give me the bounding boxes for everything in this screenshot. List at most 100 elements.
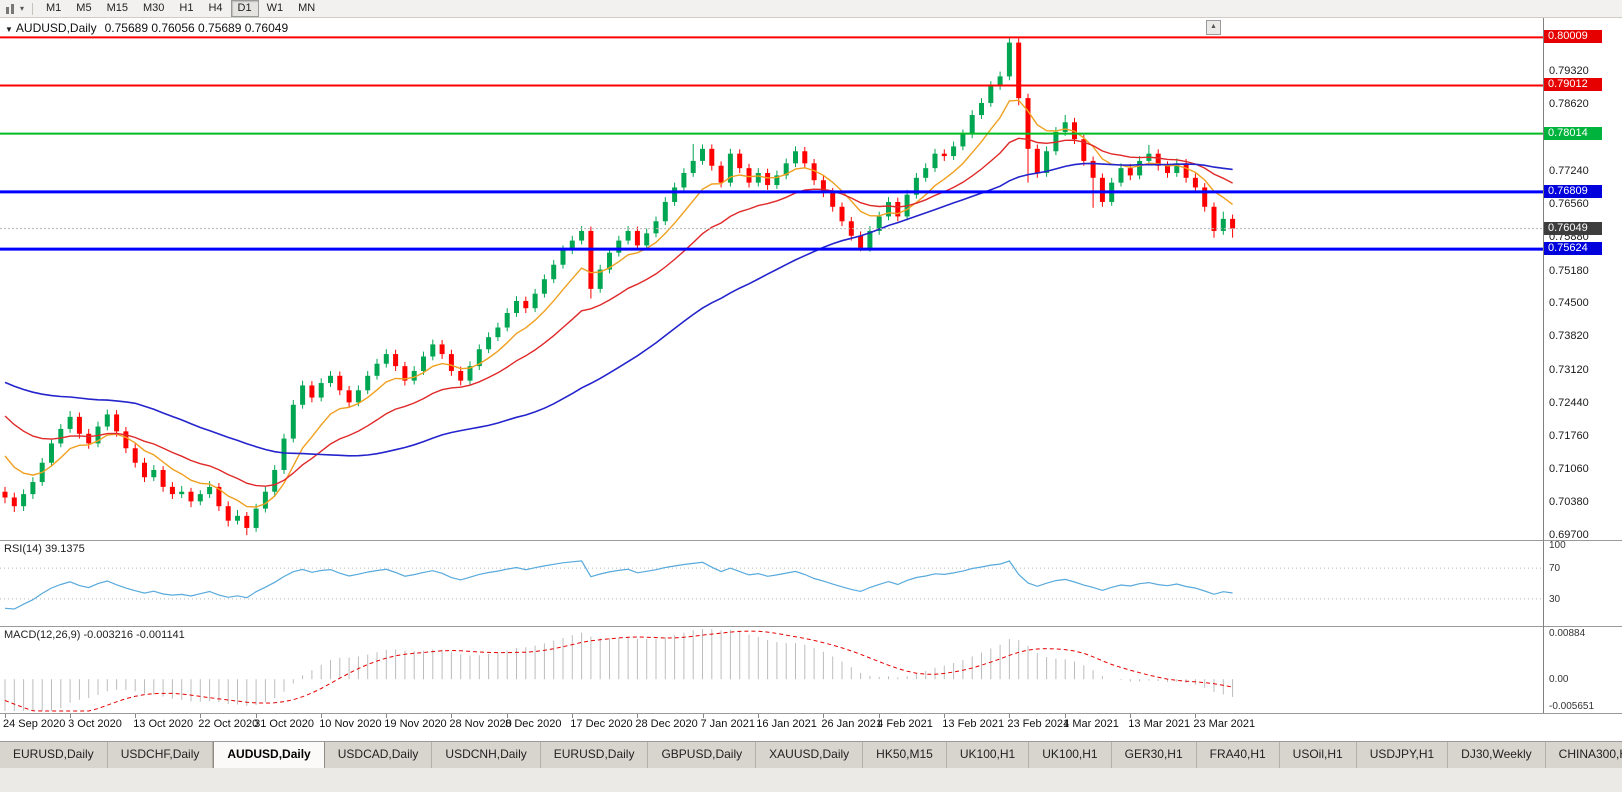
date-label: 13 Mar 2021 — [1128, 718, 1191, 730]
chart-title: ▼ AUDUSD,Daily 0.75689 0.76056 0.75689 0.7… — [5, 21, 288, 35]
time-tick — [256, 714, 258, 718]
chart-tab-usdcnh-daily[interactable]: USDCNH,Daily — [432, 742, 541, 769]
time-tick — [758, 714, 760, 718]
time-tick — [702, 714, 704, 718]
price-tick-label: 0.71060 — [1549, 463, 1589, 476]
chart-tab-usdjpy-h1[interactable]: USDJPY,H1 — [1357, 742, 1449, 769]
timeframe-button-m15[interactable]: M15 — [106, 2, 128, 14]
time-tick — [1065, 714, 1067, 718]
timeframe-button-d1[interactable]: D1 — [230, 0, 259, 17]
price-badge-0.76049: 0.76049 — [1544, 221, 1602, 235]
timeframe-button-m30[interactable]: M30 — [142, 2, 165, 14]
chart-tab-audusd-daily[interactable]: AUDUSD,Daily — [213, 742, 325, 769]
price-badge-0.80009: 0.80009 — [1544, 30, 1602, 44]
chart-tab-usdcad-daily[interactable]: USDCAD,Daily — [325, 742, 433, 769]
chart-tabs-bar: EURUSD,Daily USDCHF,Daily AUDUSD,Daily USDC… — [0, 741, 1622, 769]
date-label: 26 Jan 2021 — [821, 718, 882, 730]
price-tick-label: 0.70380 — [1549, 496, 1589, 509]
rsi-indicator-label: RSI(14) 39.1375 — [4, 543, 85, 555]
price-tick-label: 0.78620 — [1549, 98, 1589, 111]
date-label: 23 Feb 2021 — [1007, 718, 1070, 730]
scroll-up-button[interactable]: ▲ — [1206, 20, 1221, 35]
rsi-level-label: 100 — [1549, 540, 1566, 551]
time-tick — [135, 714, 137, 718]
date-label: 4 Mar 2021 — [1063, 718, 1119, 730]
date-label: 10 Nov 2020 — [319, 718, 382, 730]
time-tick — [1009, 714, 1011, 718]
date-label: 16 Jan 2021 — [756, 718, 817, 730]
time-tick — [572, 714, 574, 718]
price-tick-label: 0.76560 — [1549, 197, 1589, 210]
timeframe-button-h4[interactable]: H4 — [208, 2, 223, 14]
chart-tab-xauusd-daily[interactable]: XAUUSD,Daily — [756, 742, 864, 769]
timeframe-button-w1[interactable]: W1 — [266, 2, 284, 14]
candlestick-chart-icon[interactable] — [4, 3, 18, 15]
time-tick — [823, 714, 825, 718]
price-tick-label: 0.73820 — [1549, 330, 1589, 343]
price-badge-0.76809: 0.76809 — [1544, 184, 1602, 198]
chart-tab-eurusd-daily[interactable]: EURUSD,Daily — [0, 742, 108, 769]
date-label: 13 Feb 2021 — [942, 718, 1005, 730]
ohlc-values: 0.75689 0.76056 0.75689 0.76049 — [104, 21, 289, 35]
time-tick — [451, 714, 453, 718]
date-label: 4 Feb 2021 — [877, 718, 933, 730]
chart-tab-hk50-m15[interactable]: HK50,M15 — [863, 742, 947, 769]
date-label: 24 Sep 2020 — [3, 718, 66, 730]
date-label: 28 Nov 2020 — [449, 718, 512, 730]
rsi-pane-layer — [0, 560, 1543, 610]
timeframe-button-m1[interactable]: M1 — [46, 2, 62, 14]
time-axis: 24 Sep 2020 3 Oct 2020 13 Oct 2020 22 Oct 2… — [0, 714, 1622, 741]
price-tick-label: 0.75180 — [1549, 264, 1589, 277]
chart-tab-eurusd-daily[interactable]: EURUSD,Daily — [541, 742, 649, 769]
one-click-trading-dropdown-icon[interactable]: ▼ — [5, 25, 13, 34]
date-label: 7 Jan 2021 — [700, 718, 755, 730]
date-label: 8 Dec 2020 — [505, 718, 562, 730]
chart-tab-uk100-h1[interactable]: UK100,H1 — [1029, 742, 1112, 769]
toolbar-divider — [32, 2, 34, 15]
chevron-down-icon[interactable]: ▾ — [20, 4, 25, 13]
chart-tab-dj30-weekly[interactable]: DJ30,Weekly — [1448, 742, 1546, 769]
macd-level-label: 0.00 — [1549, 674, 1569, 686]
time-tick — [200, 714, 202, 718]
moving-averages-layer — [4, 99, 1234, 508]
chart-tab-ger30-h1[interactable]: GER30,H1 — [1112, 742, 1197, 769]
price-badge-0.79012: 0.79012 — [1544, 78, 1602, 92]
chart-tab-uk100-h1[interactable]: UK100,H1 — [947, 742, 1030, 769]
price-tick-label: 0.74500 — [1549, 297, 1589, 310]
bottom-strip — [0, 768, 1622, 792]
date-label: 22 Oct 2020 — [198, 718, 259, 730]
date-label: 13 Oct 2020 — [133, 718, 194, 730]
time-tick — [386, 714, 388, 718]
price-tick-label: 0.71760 — [1549, 429, 1589, 442]
price-badge-0.75624: 0.75624 — [1544, 242, 1602, 256]
time-tick — [879, 714, 881, 718]
chart-tab-usoil-h1[interactable]: USOil,H1 — [1280, 742, 1357, 769]
rsi-level-label: 30 — [1549, 593, 1561, 605]
macd-pane-layer — [4, 629, 1234, 712]
price-tick-label: 0.77240 — [1549, 165, 1589, 178]
price-badge-0.78014: 0.78014 — [1544, 126, 1602, 140]
date-label: 23 Mar 2021 — [1193, 718, 1256, 730]
rsi-level-label: 70 — [1549, 563, 1561, 575]
timeframe-toolbar: ▾ M1 M5 M15 M30 H1 H4 D1 W1 MN — [0, 0, 1622, 18]
timeframe-button-m5[interactable]: M5 — [76, 2, 92, 14]
macd-level-label: 0.00884 — [1549, 628, 1586, 639]
pane-dividers-layer — [0, 17, 1622, 714]
chart-tab-china300-h1[interactable]: CHINA300,H1 — [1546, 742, 1622, 769]
time-tick — [5, 714, 6, 718]
chart-tab-fra40-h1[interactable]: FRA40,H1 — [1197, 742, 1280, 769]
candlesticks-layer — [2, 37, 1236, 536]
date-label: 3 Oct 2020 — [68, 718, 122, 730]
time-tick — [1130, 714, 1132, 718]
timeframe-buttons: M1 M5 M15 M30 H1 H4 D1 W1 MN — [39, 0, 322, 17]
timeframe-button-h1[interactable]: H1 — [179, 2, 194, 14]
chart-tab-usdchf-daily[interactable]: USDCHF,Daily — [108, 742, 214, 769]
date-label: 31 Oct 2020 — [254, 718, 315, 730]
chart-tab-gbpusd-daily[interactable]: GBPUSD,Daily — [648, 742, 757, 769]
date-label: 17 Dec 2020 — [570, 718, 633, 730]
time-tick — [70, 714, 72, 718]
time-tick — [321, 714, 323, 718]
date-label: 28 Dec 2020 — [635, 718, 698, 730]
timeframe-button-mn[interactable]: MN — [298, 2, 316, 14]
